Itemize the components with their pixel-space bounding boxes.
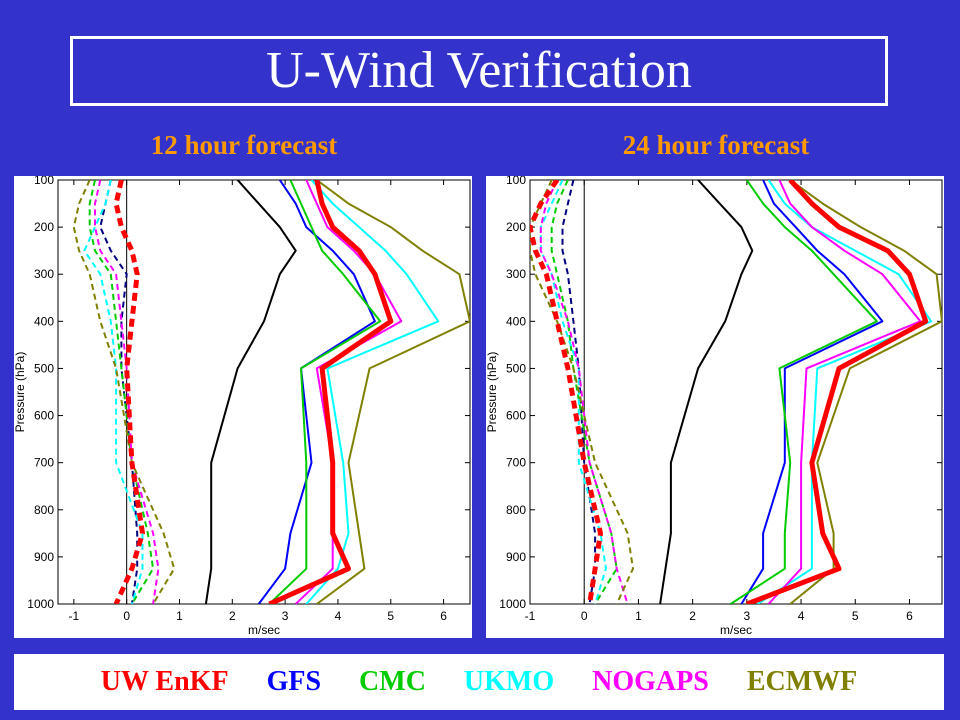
y-axis-label: Pressure (hPa) [486,352,499,433]
rmse-line-3 [757,180,933,604]
x-tick-label: 0 [581,609,588,623]
rmse-line-5 [789,180,942,604]
title-box: U-Wind Verification [70,36,888,106]
x-tick-label: 0 [123,609,130,623]
x-tick-label: 6 [440,609,447,623]
bias-line-10 [94,180,160,604]
rmse-line-5 [316,180,470,604]
y-tick-label: 1000 [27,597,54,611]
rmse-line-2 [730,180,878,604]
x-tick-label: 1 [635,609,642,623]
chart-panel-12h: -1 0 1 2 3 4 5 6 100 200 300 400 500 600 700 800 900 1000… [14,176,472,638]
y-tick-label: 200 [34,220,54,234]
rmse-line-4 [767,180,922,604]
x-tick-label: 5 [852,609,859,623]
y-tick-label: 600 [506,409,526,423]
y-tick-label: 500 [34,361,54,375]
bias-line-12 [113,180,145,604]
y-tick-label: 800 [506,503,526,517]
rmse-line-3 [305,180,440,604]
chart-24h: -1 0 1 2 3 4 5 6 100 200 300 400 500 600 700 800 900 1000… [486,176,943,637]
x-tick-label: -1 [69,609,80,623]
bias-line-9 [83,180,144,604]
page-title: U-Wind Verification [266,42,692,99]
y-tick-label: 300 [506,267,526,281]
x-tick-label: 2 [689,609,696,623]
subtitle-12h: 12 hour forecast [150,130,338,160]
rmse-line-6 [745,180,929,604]
subtitle-24h: 24 hour forecast [622,130,810,160]
legend: UW EnKF GFS CMC UKMO NOGAPS ECMWF [14,654,944,710]
rmse-line-6 [268,180,394,604]
rmse-line-2 [268,180,382,604]
legend-item-gfs: GFS [266,666,322,697]
plot-area [529,179,943,605]
x-tick-label: 4 [798,609,805,623]
x-tick-label: 6 [906,609,913,623]
legend-item-cmc: CMC [359,666,426,697]
series-group [72,180,470,604]
bias-line-10 [539,180,629,604]
bias-line-7 [561,180,597,604]
chart-12h: -1 0 1 2 3 4 5 6 100 200 300 400 500 600 700 800 900 1000… [14,176,471,637]
y-tick-label: 600 [34,409,54,423]
y-tick-label: 100 [506,176,526,187]
y-tick-label: 400 [34,314,54,328]
bias-line-8 [550,180,618,604]
bias-line-11 [72,180,176,604]
x-tick-label: 5 [387,609,394,623]
y-tick-label: 1000 [499,597,526,611]
x-tick-label: -1 [525,609,536,623]
chart-panel-24h: -1 0 1 2 3 4 5 6 100 200 300 400 500 600 700 800 900 1000… [486,176,944,638]
x-tick-label: 3 [743,609,750,623]
y-tick-label: 200 [506,220,526,234]
y-tick-label: 100 [34,176,54,187]
y-tick-label: 900 [34,550,54,564]
rmse-line-0 [204,180,297,604]
bias-line-8 [88,180,155,604]
x-axis-label: m/sec [720,623,752,637]
bias-line-9 [539,180,607,604]
y-tick-label: 700 [34,456,54,470]
x-tick-label: 1 [176,609,183,623]
y-tick-label: 400 [506,314,526,328]
x-tick-label: 2 [229,609,236,623]
y-tick-label: 800 [34,503,54,517]
rmse-line-0 [659,180,754,604]
rmse-line-1 [740,180,884,604]
x-tick-label: 3 [282,609,289,623]
y-tick-label: 300 [34,267,54,281]
rmse-line-4 [295,180,403,604]
x-axis-label: m/sec [248,623,280,637]
x-tick-label: 4 [335,609,342,623]
y-axis-label: Pressure (hPa) [14,352,27,433]
legend-item-ecmwf: ECMWF [746,666,858,697]
y-tick-label: 500 [506,361,526,375]
legend-item-nogaps: NOGAPS [592,666,709,697]
bias-line-12 [530,180,603,604]
y-tick-label: 900 [506,550,526,564]
legend-item-uw-enkf: UW EnKF [100,666,229,697]
rmse-line-1 [257,180,376,604]
series-group [530,180,942,604]
y-tick-label: 700 [506,456,526,470]
legend-item-ukmo: UKMO [463,666,555,697]
